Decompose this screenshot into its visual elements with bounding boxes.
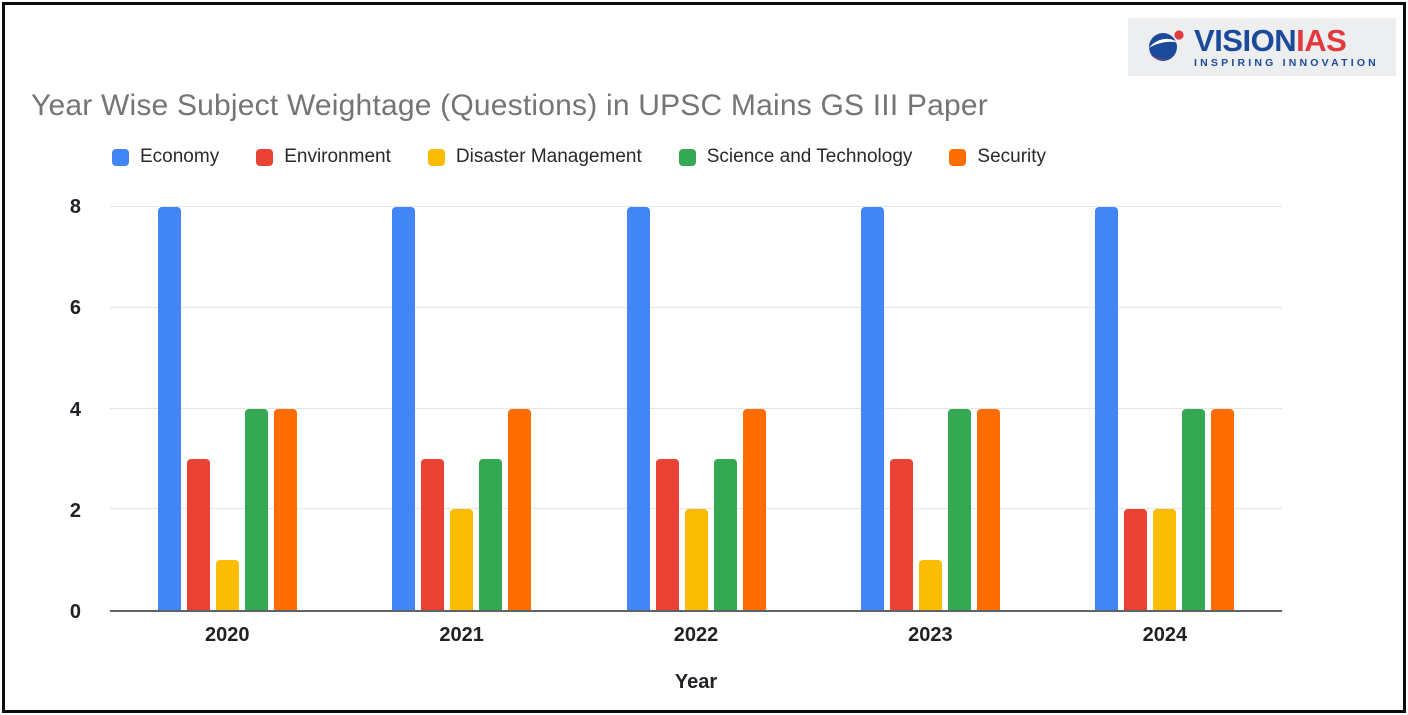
bar-science-and-technology-2023 xyxy=(947,408,971,610)
bar-security-2021 xyxy=(508,408,532,610)
legend-item: Environment xyxy=(256,146,391,168)
legend-item: Security xyxy=(949,146,1046,168)
bar-group-2024 xyxy=(1048,207,1282,610)
legend-swatch-icon xyxy=(256,148,274,166)
bar-group-2021 xyxy=(344,207,578,610)
logo-text: VISIONIAS INSPIRING INNOVATION xyxy=(1194,25,1379,69)
x-tick-label: 2024 xyxy=(1142,624,1188,646)
gridline xyxy=(110,206,1282,207)
legend: Economy Environment Disaster Management Sci… xyxy=(112,146,1046,168)
bar-disaster-management-2023 xyxy=(918,559,942,610)
x-tick-label: 2022 xyxy=(673,624,719,646)
gridline xyxy=(110,508,1282,510)
y-tick-label: 2 xyxy=(69,499,81,522)
legend-swatch-icon xyxy=(427,148,445,166)
bar-security-2024 xyxy=(1211,408,1235,610)
legend-label: Security xyxy=(977,146,1047,167)
gridline xyxy=(110,306,1282,308)
bar-group-2022 xyxy=(579,207,813,610)
y-tick-label: 4 xyxy=(69,398,81,421)
x-axis-title: Year xyxy=(674,671,718,693)
legend-label: Environment xyxy=(284,146,391,167)
plot-area xyxy=(110,206,1282,612)
bar-environment-2024 xyxy=(1124,509,1148,610)
x-tick-label: 2021 xyxy=(439,624,484,646)
bar-environment-2020 xyxy=(186,458,210,610)
legend-item: Science and Technology xyxy=(678,146,913,168)
y-tick-label: 8 xyxy=(69,196,81,218)
x-tick-label: 2023 xyxy=(908,624,953,646)
legend-swatch-icon xyxy=(949,148,967,166)
visionias-logo: VISIONIAS INSPIRING INNOVATION xyxy=(1128,18,1396,76)
bar-science-and-technology-2022 xyxy=(713,458,737,610)
bar-science-and-technology-2020 xyxy=(244,408,268,610)
bar-disaster-management-2024 xyxy=(1153,509,1177,610)
bar-economy-2022 xyxy=(626,207,650,610)
bar-environment-2023 xyxy=(889,458,913,610)
bar-group-2020 xyxy=(110,207,344,610)
bar-environment-2021 xyxy=(421,458,445,610)
bar-economy-2023 xyxy=(860,207,884,610)
bar-disaster-management-2020 xyxy=(215,559,239,610)
bar-economy-2021 xyxy=(392,207,416,610)
legend-swatch-icon xyxy=(112,148,129,166)
y-axis-labels: 0 2 4 6 8 xyxy=(25,197,95,622)
y-tick-label: 6 xyxy=(69,297,81,320)
gridline xyxy=(110,407,1282,409)
bar-disaster-management-2022 xyxy=(684,509,708,610)
legend-item: Disaster Management xyxy=(427,146,642,168)
bar-security-2022 xyxy=(742,408,766,610)
legend-label: Disaster Management xyxy=(455,146,642,167)
legend-label: Science and Technology xyxy=(706,146,913,167)
bar-groups xyxy=(110,207,1282,610)
bar-science-and-technology-2024 xyxy=(1182,408,1206,610)
legend-item: Economy xyxy=(112,146,219,168)
x-axis-labels: 2020 2021 2022 2023 2024 xyxy=(110,624,1282,647)
bar-science-and-technology-2021 xyxy=(479,458,503,610)
bar-economy-2020 xyxy=(157,207,181,610)
logo-globe-icon xyxy=(1145,24,1187,71)
bar-economy-2024 xyxy=(1095,207,1119,610)
y-tick-label: 0 xyxy=(69,601,81,623)
chart-title: Year Wise Subject Weightage (Questions) … xyxy=(31,89,988,122)
bar-security-2023 xyxy=(976,408,1000,610)
logo-brand: VISIONIAS xyxy=(1194,23,1347,59)
bar-environment-2022 xyxy=(655,458,679,610)
bar-disaster-management-2021 xyxy=(450,509,474,610)
legend-swatch-icon xyxy=(678,148,696,166)
bar-security-2020 xyxy=(273,408,297,610)
logo-tagline: INSPIRING INNOVATION xyxy=(1194,57,1379,70)
x-tick-label: 2020 xyxy=(204,624,250,646)
bar-group-2023 xyxy=(813,207,1047,610)
legend-label: Economy xyxy=(140,146,220,167)
